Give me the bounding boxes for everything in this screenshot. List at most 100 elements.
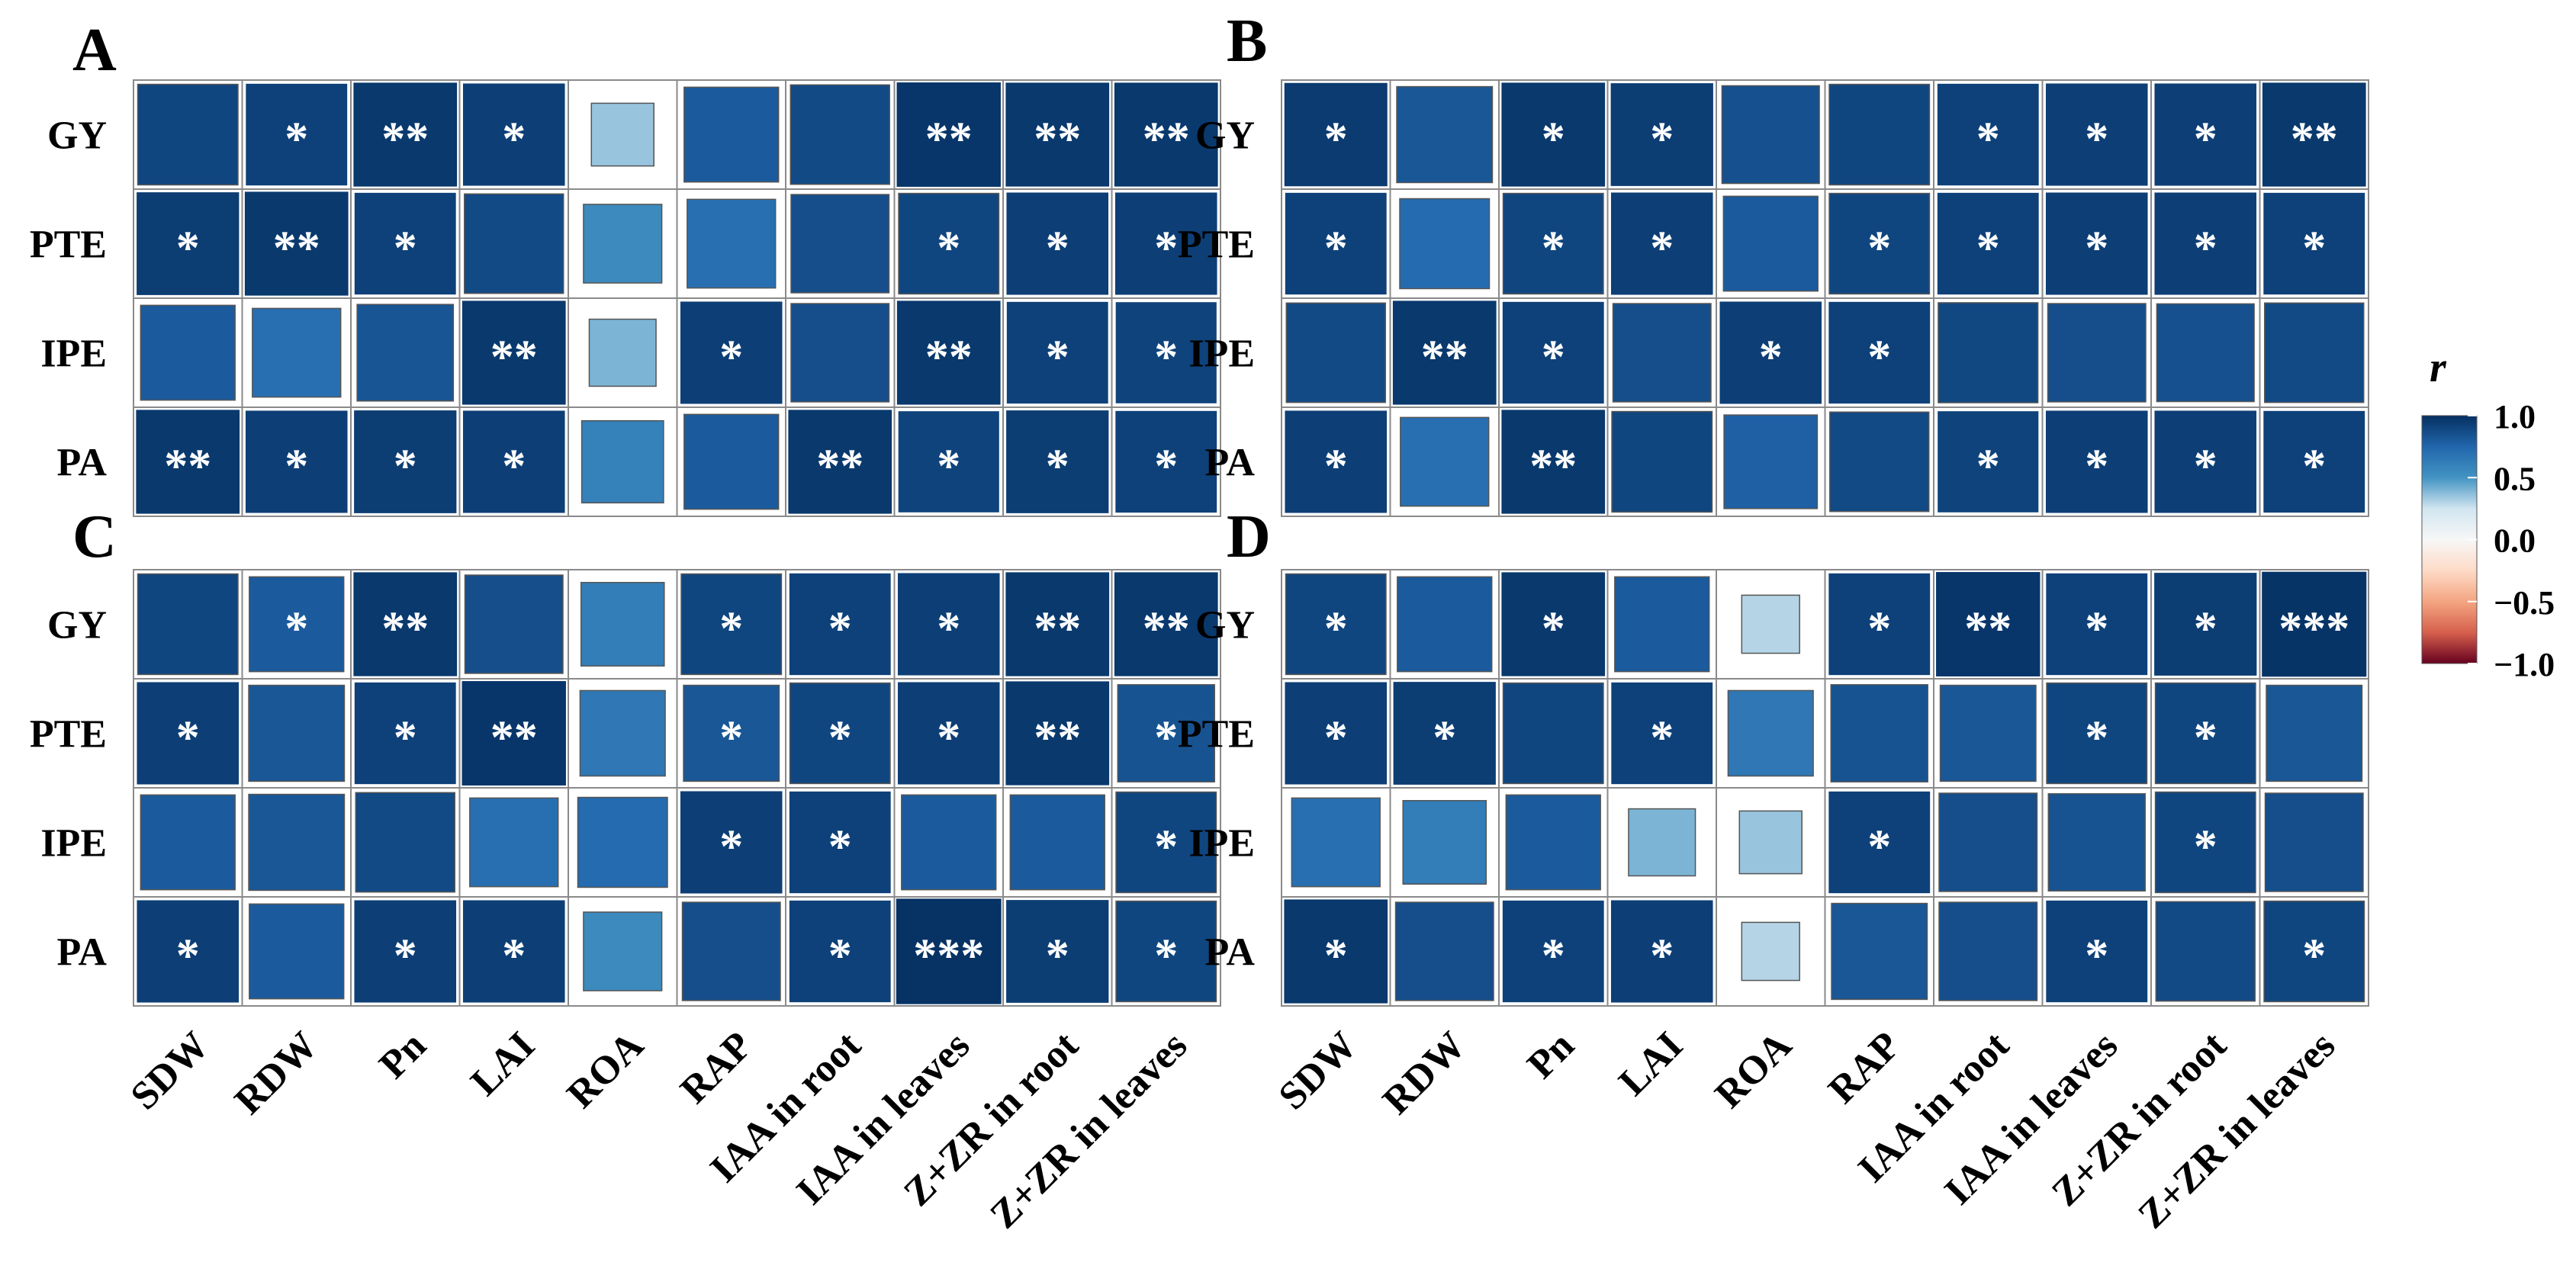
heatmap-cell bbox=[789, 791, 891, 894]
significance-stars: ** bbox=[1143, 114, 1190, 165]
heatmap-cell bbox=[1610, 83, 1713, 186]
heatmap-cell bbox=[1396, 85, 1494, 184]
legend-tick-label: 0.0 bbox=[2494, 522, 2536, 560]
row-label: IPE bbox=[40, 333, 107, 376]
heatmap-cell bbox=[1501, 82, 1606, 187]
heatmap-cell bbox=[2047, 303, 2147, 403]
row-label: IPE bbox=[40, 822, 107, 866]
significance-stars: * bbox=[828, 712, 852, 764]
row-label: GY bbox=[1195, 604, 1255, 647]
significance-stars: * bbox=[1154, 821, 1178, 873]
heatmap-cell bbox=[464, 574, 564, 674]
heatmap-cell bbox=[1285, 192, 1387, 295]
significance-stars: ** bbox=[925, 332, 973, 384]
significance-stars: ** bbox=[1034, 114, 1081, 165]
heatmap-cell bbox=[1394, 901, 1494, 1001]
heatmap-cell bbox=[1291, 797, 1381, 888]
heatmap-cell bbox=[1285, 302, 1386, 403]
heatmap-cell bbox=[1828, 192, 1931, 295]
heatmap-cell bbox=[583, 911, 663, 991]
heatmap-cell bbox=[140, 794, 236, 891]
column-label: SDW bbox=[123, 1023, 217, 1118]
heatmap-cell bbox=[1612, 303, 1712, 403]
heatmap-cell bbox=[1723, 414, 1819, 509]
heatmap-cell bbox=[898, 411, 999, 512]
heatmap-cell bbox=[1005, 82, 1110, 187]
significance-stars: * bbox=[502, 441, 526, 493]
heatmap-cell bbox=[687, 198, 777, 289]
heatmap-cell bbox=[249, 576, 345, 673]
heatmap-cell bbox=[790, 194, 890, 294]
significance-stars: ** bbox=[1421, 332, 1468, 384]
heatmap-cell bbox=[1501, 410, 1606, 514]
heatmap-cell bbox=[2045, 83, 2148, 186]
heatmap-cell bbox=[1937, 192, 2039, 295]
heatmap-cell bbox=[1721, 85, 1820, 185]
significance-stars: * bbox=[2085, 223, 2108, 275]
legend-title: r bbox=[2430, 344, 2447, 391]
heatmap-cell bbox=[1505, 794, 1601, 891]
heatmap-cell bbox=[1829, 411, 1930, 512]
heatmap-cell bbox=[580, 419, 664, 504]
heatmap-cell bbox=[469, 797, 559, 888]
heatmap-cell bbox=[683, 684, 780, 782]
significance-stars: * bbox=[719, 821, 743, 873]
heatmap-cell bbox=[2264, 302, 2365, 403]
heatmap-cell bbox=[1502, 192, 1604, 295]
significance-stars: * bbox=[937, 603, 960, 655]
heatmap-cell-outline bbox=[1111, 896, 1221, 1007]
significance-stars: ** bbox=[490, 332, 538, 384]
significance-stars: * bbox=[1650, 223, 1674, 275]
column-label: Z+ZR in leaves bbox=[2130, 1023, 2343, 1237]
significance-stars: * bbox=[828, 930, 852, 982]
column-label: ROA bbox=[559, 1023, 652, 1117]
heatmap-cell bbox=[896, 300, 1001, 405]
significance-stars: * bbox=[1046, 223, 1069, 275]
heatmap-cell bbox=[140, 304, 236, 401]
heatmap-cell bbox=[137, 682, 240, 785]
significance-stars: *** bbox=[913, 930, 984, 982]
significance-stars: * bbox=[1976, 114, 2000, 165]
column-label: Z+ZR in leaves bbox=[982, 1023, 1195, 1237]
significance-stars: * bbox=[1154, 712, 1178, 764]
heatmap-cell bbox=[788, 410, 892, 514]
heatmap-cell bbox=[2154, 791, 2256, 894]
heatmap-cell bbox=[1830, 684, 1928, 782]
heatmap-cell bbox=[1938, 411, 2039, 512]
heatmap-cell bbox=[354, 410, 457, 513]
significance-stars: * bbox=[2302, 441, 2326, 493]
row-label: GY bbox=[47, 114, 107, 158]
significance-stars: * bbox=[719, 603, 743, 655]
heatmap-cell-outline bbox=[1111, 406, 1221, 517]
heatmap-cell bbox=[2154, 682, 2256, 785]
row-label: PTE bbox=[30, 713, 107, 757]
row-label: PTE bbox=[1178, 713, 1255, 757]
significance-stars: ** bbox=[1529, 441, 1577, 493]
row-label: PA bbox=[1205, 931, 1256, 975]
heatmap-cell bbox=[896, 82, 1001, 187]
heatmap-cell bbox=[245, 410, 348, 513]
significance-stars: * bbox=[937, 441, 960, 493]
heatmap-cell bbox=[461, 681, 566, 786]
heatmap-cell bbox=[354, 192, 456, 295]
heatmap-cell bbox=[1117, 684, 1215, 782]
heatmap-cell bbox=[1719, 301, 1822, 404]
heatmap-panel-c: C* ** * * * ** *** * ** * * * ** ** * ** * * * *** * *GYPTEIP… bbox=[30, 503, 1221, 1237]
significance-stars: * bbox=[1324, 603, 1348, 655]
heatmap-cell bbox=[249, 903, 345, 1000]
heatmap-cell bbox=[1114, 572, 1218, 676]
significance-stars: ** bbox=[816, 441, 863, 493]
heatmap-cell bbox=[137, 83, 239, 186]
significance-stars: * bbox=[2194, 441, 2217, 493]
heatmap-cell bbox=[353, 572, 458, 676]
heatmap-panel-a: A* ** * ** ** *** ** * * * *** * ** * *** * * * ** * * *GYPTE… bbox=[30, 17, 1221, 517]
heatmap-cell bbox=[1402, 800, 1487, 885]
column-label: Pn bbox=[371, 1023, 435, 1087]
row-label: PA bbox=[57, 442, 108, 485]
significance-stars: ** bbox=[381, 114, 429, 165]
significance-stars: * bbox=[1650, 712, 1674, 764]
row-label: IPE bbox=[1188, 333, 1255, 376]
significance-stars: * bbox=[1324, 114, 1348, 165]
heatmap-cell bbox=[252, 307, 342, 398]
